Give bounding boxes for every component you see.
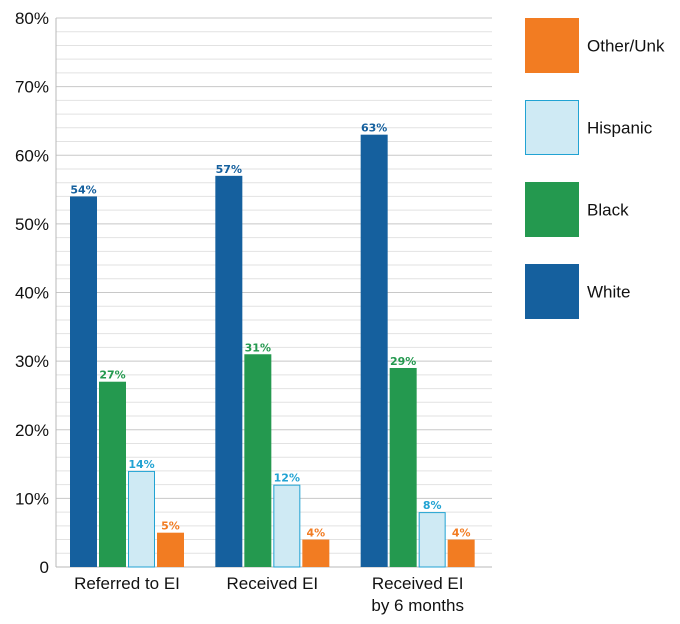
y-tick-label: 20% bbox=[15, 421, 49, 440]
data-labels: 54% 27% 14% 5% 57% 31% 12% 4% 63% 29% 8% 4% bbox=[70, 122, 470, 540]
bar-value-label: 57% bbox=[216, 163, 242, 176]
legend-swatch-other-unk bbox=[525, 18, 579, 73]
x-category-label: Received EI bbox=[372, 574, 464, 593]
legend-label: Hispanic bbox=[587, 119, 653, 138]
bar-black bbox=[244, 354, 272, 567]
y-tick-label: 60% bbox=[15, 146, 49, 165]
y-tick-label: 40% bbox=[15, 284, 49, 303]
legend-label: Other/Unk bbox=[587, 37, 665, 56]
y-tick-label: 0 bbox=[40, 558, 49, 577]
y-tick-label: 10% bbox=[15, 489, 49, 508]
bar-white bbox=[360, 134, 388, 567]
bar-value-label: 14% bbox=[128, 458, 154, 471]
bar-value-label: 63% bbox=[361, 122, 387, 135]
bar-hispanic bbox=[418, 512, 446, 568]
y-tick-label: 30% bbox=[15, 352, 49, 371]
legend-swatch-white bbox=[525, 264, 579, 319]
bar-black bbox=[99, 381, 126, 567]
bar-hispanic bbox=[273, 484, 301, 568]
bar-value-label: 5% bbox=[161, 520, 180, 533]
legend-swatch-hispanic bbox=[525, 100, 579, 155]
x-category-label: Referred to EI bbox=[74, 574, 180, 593]
bar-white bbox=[215, 175, 243, 567]
legend-label: White bbox=[587, 283, 630, 302]
y-tick-label: 80% bbox=[15, 9, 49, 28]
bar-other-unk bbox=[447, 539, 475, 567]
bars bbox=[70, 134, 475, 568]
bar-value-label: 29% bbox=[390, 355, 416, 368]
bar-value-label: 8% bbox=[423, 499, 442, 512]
x-category-label: Received EI bbox=[226, 574, 318, 593]
bar-value-label: 54% bbox=[70, 183, 96, 196]
bar-other-unk bbox=[302, 539, 330, 567]
x-category-label: by 6 months bbox=[371, 596, 464, 615]
legend-label: Black bbox=[587, 201, 629, 220]
bar-value-label: 12% bbox=[274, 472, 300, 485]
bar-value-label: 4% bbox=[306, 527, 325, 540]
bar-value-label: 4% bbox=[452, 527, 471, 540]
bar-white bbox=[70, 196, 97, 568]
axes: 0 10% 20% 30% 40% 50% 60% 70% 80% Referred to EI R… bbox=[15, 9, 492, 615]
y-tick-label: 70% bbox=[15, 78, 49, 97]
bar-value-label: 27% bbox=[99, 369, 125, 382]
bar-other-unk bbox=[157, 532, 184, 567]
bar-hispanic bbox=[128, 470, 155, 568]
legend: Other/Unk Hispanic Black White bbox=[525, 18, 665, 319]
bar-black bbox=[389, 367, 417, 567]
bar-value-label: 31% bbox=[245, 341, 271, 354]
y-tick-label: 50% bbox=[15, 215, 49, 234]
legend-swatch-black bbox=[525, 182, 579, 237]
